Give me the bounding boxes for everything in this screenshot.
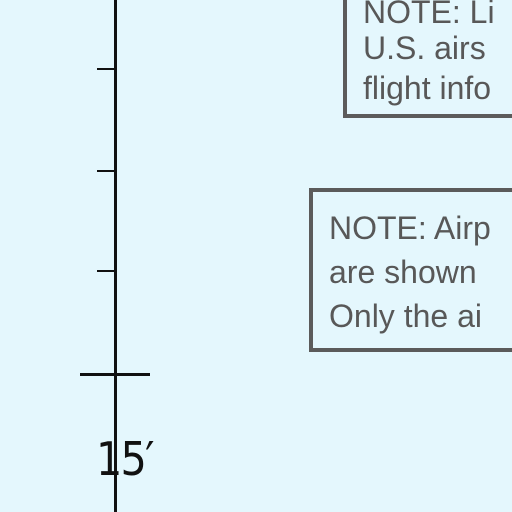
minute-tick (97, 170, 116, 172)
meridian-line (114, 0, 117, 512)
note-text-line: U.S. airs (363, 30, 486, 66)
chart-note-box: NOTE: Li U.S. airs flight info (343, 0, 512, 118)
chart-note-box: NOTE: Airp are shown Only the ai (309, 188, 512, 352)
graticule-minute-label: 15′ (96, 432, 154, 486)
minute-tick (97, 270, 116, 272)
note-text-line: NOTE: Li (363, 0, 495, 30)
note-text-line: NOTE: Airp (329, 210, 491, 246)
minute-tick (97, 68, 116, 70)
note-text-line: Only the ai (329, 298, 482, 334)
graticule-cross-tick (80, 373, 150, 376)
note-text-line: flight info (363, 70, 492, 106)
note-text-line: are shown (329, 254, 477, 290)
